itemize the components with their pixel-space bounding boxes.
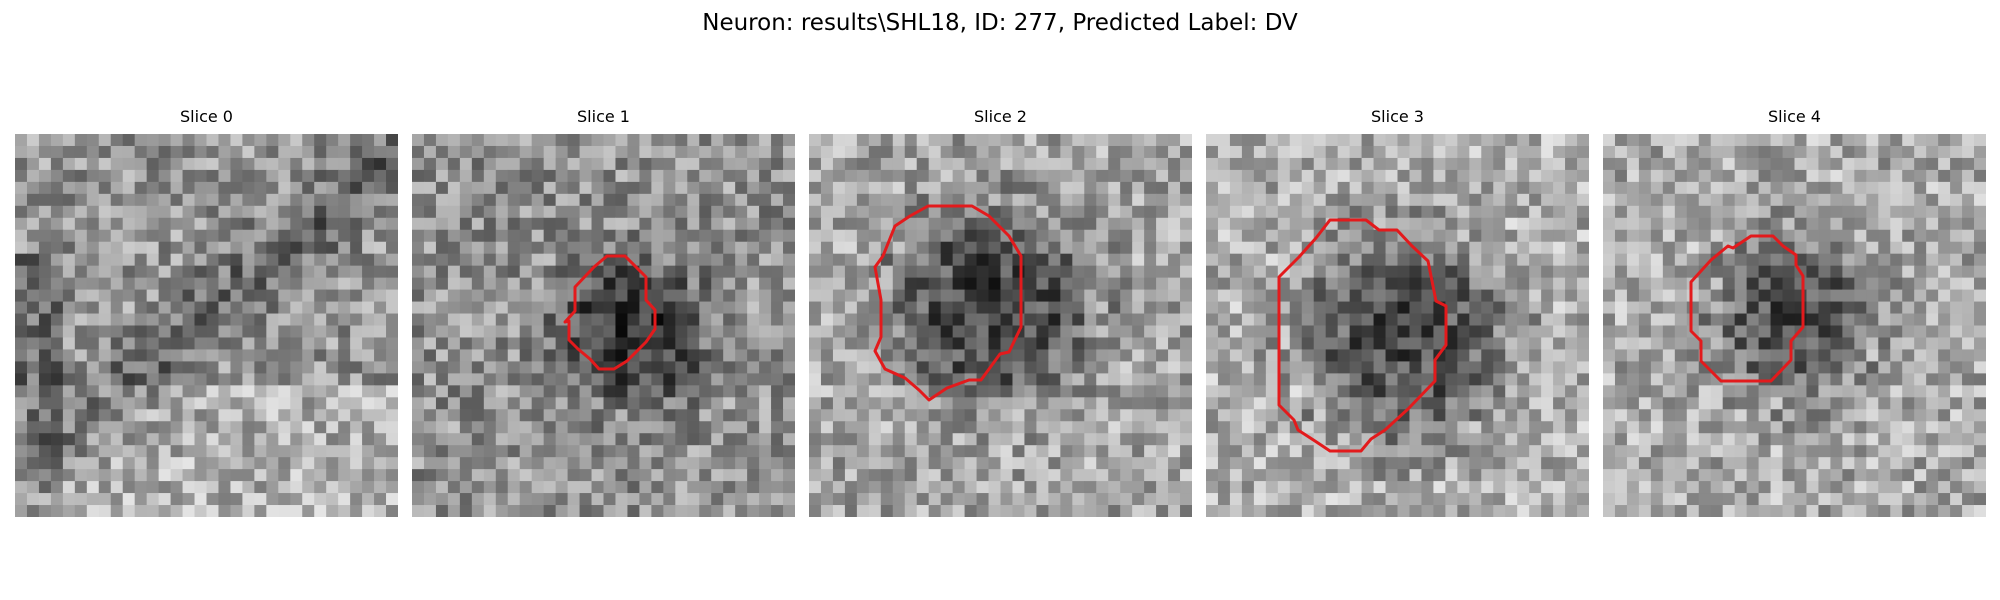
slice-image-3 <box>1206 134 1589 517</box>
slice-image-4 <box>1603 134 1986 517</box>
roi-contour-4 <box>1689 234 1805 383</box>
slice-image-1 <box>412 134 795 517</box>
slice-title-0: Slice 0 <box>180 107 233 126</box>
figure-title: Neuron: results\SHL18, ID: 277, Predicte… <box>702 10 1298 36</box>
slice-panel-4: Slice 4 <box>1603 104 1986 518</box>
slice-panel-1: Slice 1 <box>412 104 795 518</box>
slice-title-3: Slice 3 <box>1371 107 1424 126</box>
slice-image-0 <box>15 134 398 517</box>
slice-title-4: Slice 4 <box>1768 107 1821 126</box>
slice-image-2 <box>809 134 1192 517</box>
slice-title-1: Slice 1 <box>577 107 630 126</box>
slice-panel-3: Slice 3 <box>1206 104 1589 518</box>
roi-contour-3 <box>1277 218 1448 453</box>
slice-title-2: Slice 2 <box>974 107 1027 126</box>
slice-panel-2: Slice 2 <box>809 104 1192 518</box>
slice-panel-0: Slice 0 <box>15 104 398 518</box>
roi-contour-1 <box>563 254 657 371</box>
roi-contour-2 <box>873 204 1023 402</box>
